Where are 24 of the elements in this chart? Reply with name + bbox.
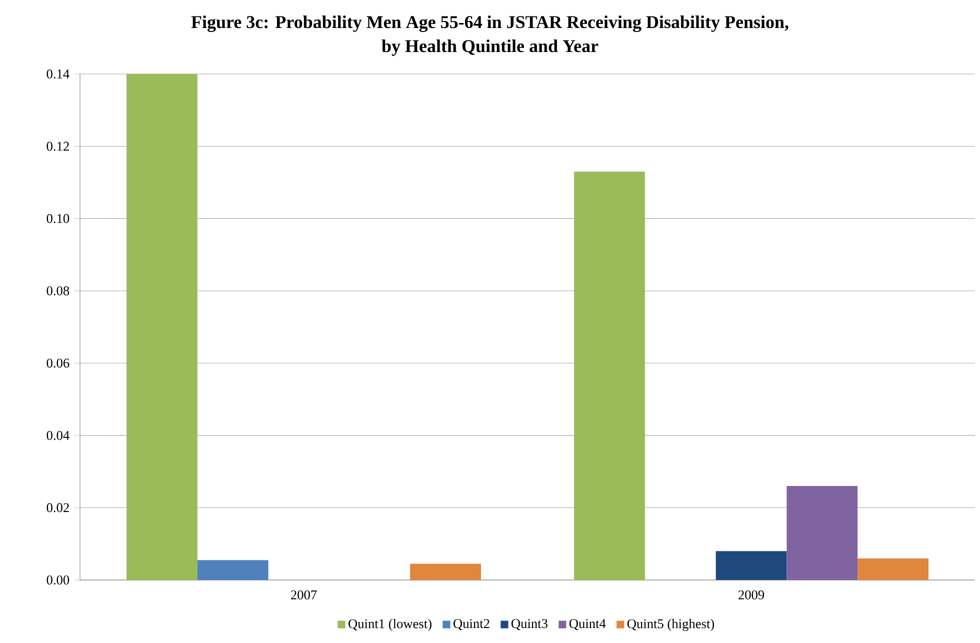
- legend-label: Quint1 (lowest): [348, 618, 432, 631]
- y-tick-label: 0.00: [46, 575, 70, 585]
- y-tick-label: 0.02: [46, 503, 69, 512]
- x-tick-label: 2007: [291, 590, 317, 600]
- x-tick-label: 2009: [738, 590, 764, 600]
- bar: [786, 486, 858, 580]
- bar: [126, 74, 198, 580]
- bar: [574, 172, 645, 580]
- legend-label: Quint2: [454, 619, 490, 630]
- y-tick-label: 0.08: [46, 286, 70, 296]
- bar: [197, 560, 268, 580]
- bar: [716, 551, 787, 580]
- chart-subtitle: by Health Quintile and Year: [382, 40, 598, 56]
- chart-title: Figure 3c: Probability Men Age 55-64 in JSTAR Receiving Disability Pension,: [191, 16, 788, 32]
- legend-label: Quint4: [569, 619, 606, 630]
- bar: [410, 564, 481, 580]
- y-tick-label: 0.10: [46, 214, 70, 224]
- bar: [858, 558, 928, 580]
- legend-label: Quint5 (highest): [627, 618, 714, 632]
- y-tick-label: 0.04: [46, 430, 70, 440]
- legend-label: Quint3: [511, 619, 548, 630]
- y-tick-label: 0.12: [46, 142, 69, 151]
- y-tick-label: 0.06: [46, 358, 70, 368]
- y-tick-label: 0.14: [46, 69, 70, 79]
